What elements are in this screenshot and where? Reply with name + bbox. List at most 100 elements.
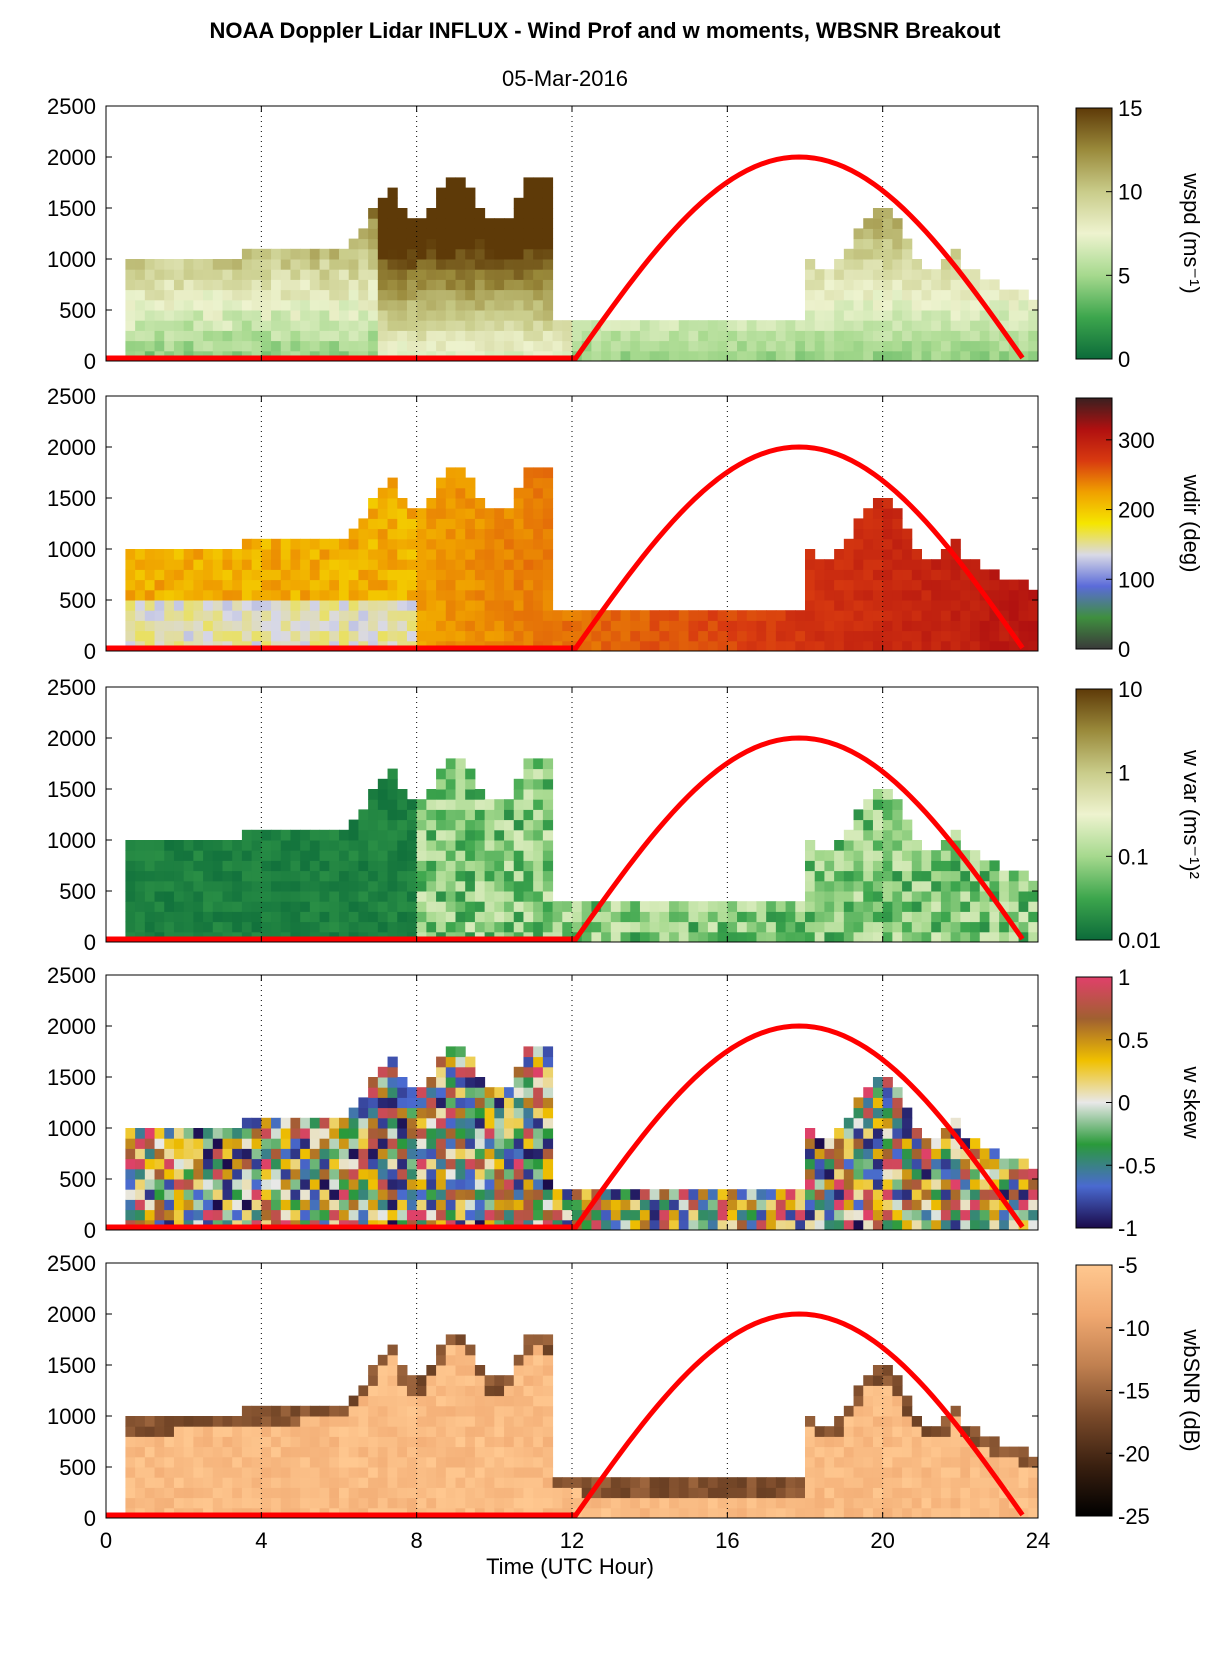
heatmap-cell [863, 289, 874, 301]
heatmap-cell [639, 630, 651, 642]
heatmap-cell [892, 1507, 903, 1519]
heatmap-cell [669, 640, 680, 652]
heatmap-cell [300, 860, 311, 872]
heatmap-cell [610, 1507, 622, 1519]
heatmap-cell [368, 1477, 379, 1488]
heatmap-cell [309, 589, 321, 601]
heatmap-cell [397, 1117, 408, 1129]
heatmap-cell [513, 228, 524, 240]
heatmap-cell [931, 1477, 942, 1488]
heatmap-cell [377, 1148, 389, 1160]
heatmap-cell [805, 1209, 816, 1221]
heatmap-cell [746, 640, 757, 652]
heatmap-cell [290, 1138, 301, 1149]
heatmap-cell [387, 921, 398, 933]
heatmap-cell [368, 860, 379, 872]
heatmap-cell [805, 1436, 816, 1448]
heatmap-cell [805, 549, 816, 560]
heatmap-cell [377, 1087, 389, 1098]
heatmap-cell [445, 559, 456, 570]
heatmap-cell [814, 1209, 825, 1221]
heatmap-cell [406, 1497, 418, 1509]
heatmap-cell [144, 891, 156, 902]
x-tick-label: 16 [715, 1528, 739, 1553]
heatmap-cell [707, 610, 719, 621]
heatmap-cell [960, 901, 971, 912]
heatmap-cell [523, 1365, 534, 1376]
heatmap-cell [455, 758, 466, 770]
heatmap-cell [639, 620, 651, 632]
heatmap-cell [979, 1209, 990, 1221]
heatmap-cell [678, 1189, 689, 1200]
heatmap-cell [455, 579, 466, 591]
heatmap-cell [931, 921, 942, 933]
heatmap-cell [455, 1117, 466, 1129]
heatmap-cell [601, 921, 612, 933]
heatmap-cell [552, 620, 563, 632]
heatmap-cell [902, 1456, 913, 1468]
heatmap-cell [970, 1168, 981, 1180]
heatmap-cell [397, 921, 408, 933]
heatmap-cell [542, 549, 554, 560]
heatmap-cell [513, 1128, 524, 1139]
heatmap-cell [494, 840, 505, 851]
heatmap-cell [504, 579, 515, 591]
heatmap-cell [523, 600, 534, 611]
heatmap-cell [882, 610, 893, 621]
heatmap-cell [989, 330, 1000, 342]
heatmap-cell [358, 528, 369, 540]
heatmap-cell [251, 1158, 262, 1170]
heatmap-cell [368, 1138, 379, 1149]
heatmap-cell [474, 620, 486, 632]
heatmap-cell [513, 487, 524, 499]
heatmap-cell [455, 1046, 466, 1058]
heatmap-cell [950, 1446, 961, 1458]
heatmap-cell [970, 299, 981, 311]
heatmap-cell [474, 1168, 486, 1180]
heatmap-cell [533, 528, 544, 540]
heatmap-cell [426, 1365, 437, 1376]
heatmap-cell [348, 600, 359, 611]
heatmap-cell [902, 829, 913, 841]
heatmap-cell [377, 538, 389, 550]
heatmap-cell [465, 1107, 476, 1119]
heatmap-cell [232, 579, 243, 591]
heatmap-cell [542, 1436, 554, 1448]
heatmap-cell [436, 850, 447, 861]
heatmap-cell [280, 579, 291, 591]
heatmap-cell [193, 860, 204, 872]
heatmap-cell [707, 640, 719, 652]
heatmap-cell [853, 1497, 864, 1509]
heatmap-cell [144, 320, 156, 331]
heatmap-cell [824, 1138, 835, 1149]
heatmap-cell [504, 1375, 515, 1386]
heatmap-cell [970, 860, 981, 872]
heatmap-cell [251, 1497, 262, 1509]
heatmap-cell [368, 1487, 379, 1499]
heatmap-cell [824, 1497, 835, 1509]
heatmap-cell [1028, 350, 1039, 362]
heatmap-cell [931, 1487, 942, 1499]
heatmap-cell [193, 630, 204, 642]
heatmap-cell [397, 1477, 408, 1488]
heatmap-cell [601, 630, 612, 642]
heatmap-cell [387, 299, 398, 311]
heatmap-cell [445, 218, 456, 229]
heatmap-cell [387, 487, 398, 499]
heatmap-cell [659, 1219, 670, 1231]
heatmap-cell [406, 850, 418, 861]
heatmap-cell [474, 1395, 486, 1407]
heatmap-cell [222, 1456, 233, 1468]
heatmap-cell [261, 1128, 272, 1139]
heatmap-cell [950, 630, 961, 642]
heatmap-cell [377, 1436, 389, 1448]
heatmap-cell [387, 880, 398, 892]
heatmap-cell [533, 177, 544, 189]
heatmap-cell [280, 1446, 291, 1458]
heatmap-cell [882, 850, 893, 861]
heatmap-cell [436, 269, 447, 280]
heatmap-cell [387, 320, 398, 331]
heatmap-cell [358, 1477, 369, 1488]
heatmap-cell [300, 1199, 311, 1211]
heatmap-cell [339, 299, 350, 311]
